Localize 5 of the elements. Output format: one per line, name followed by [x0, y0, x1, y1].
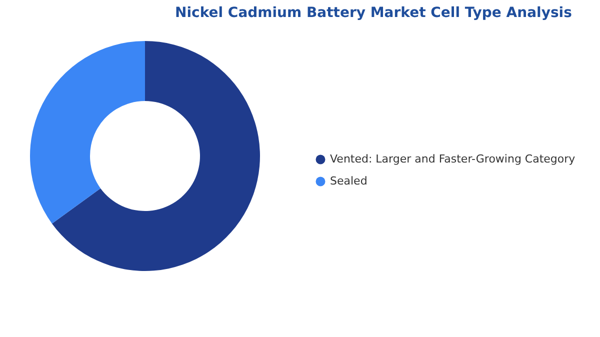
- donut-slice: [30, 41, 145, 224]
- legend-label: Sealed: [330, 174, 368, 188]
- legend-label: Vented: Larger and Faster-Growing Category: [330, 152, 576, 166]
- chart-title: Nickel Cadmium Battery Market Cell Type Analysis: [175, 5, 572, 21]
- donut-slice: [52, 41, 260, 271]
